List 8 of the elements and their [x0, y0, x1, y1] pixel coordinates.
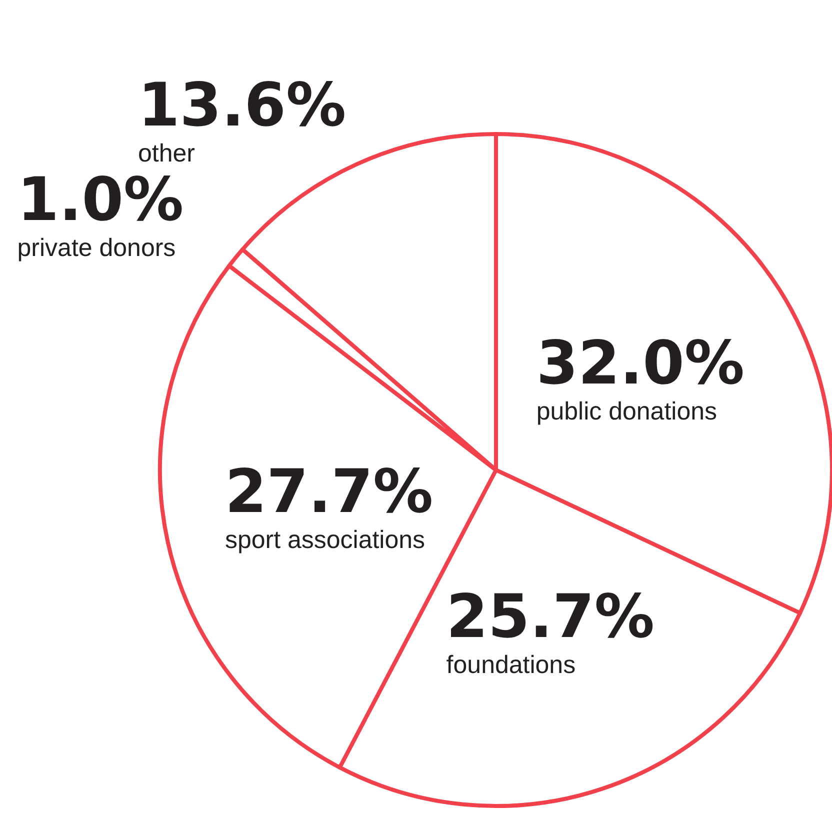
data-label: 27.7%: [224, 456, 434, 527]
slice-label: public donations: [536, 397, 718, 426]
slice-label: foundations: [446, 651, 576, 680]
data-label: 25.7%: [446, 582, 654, 652]
data-label: 13.6%: [138, 70, 346, 141]
data-label: 32.0%: [536, 328, 744, 398]
slice-label: private donors: [17, 234, 176, 262]
slice-label: sport associations: [224, 526, 426, 554]
